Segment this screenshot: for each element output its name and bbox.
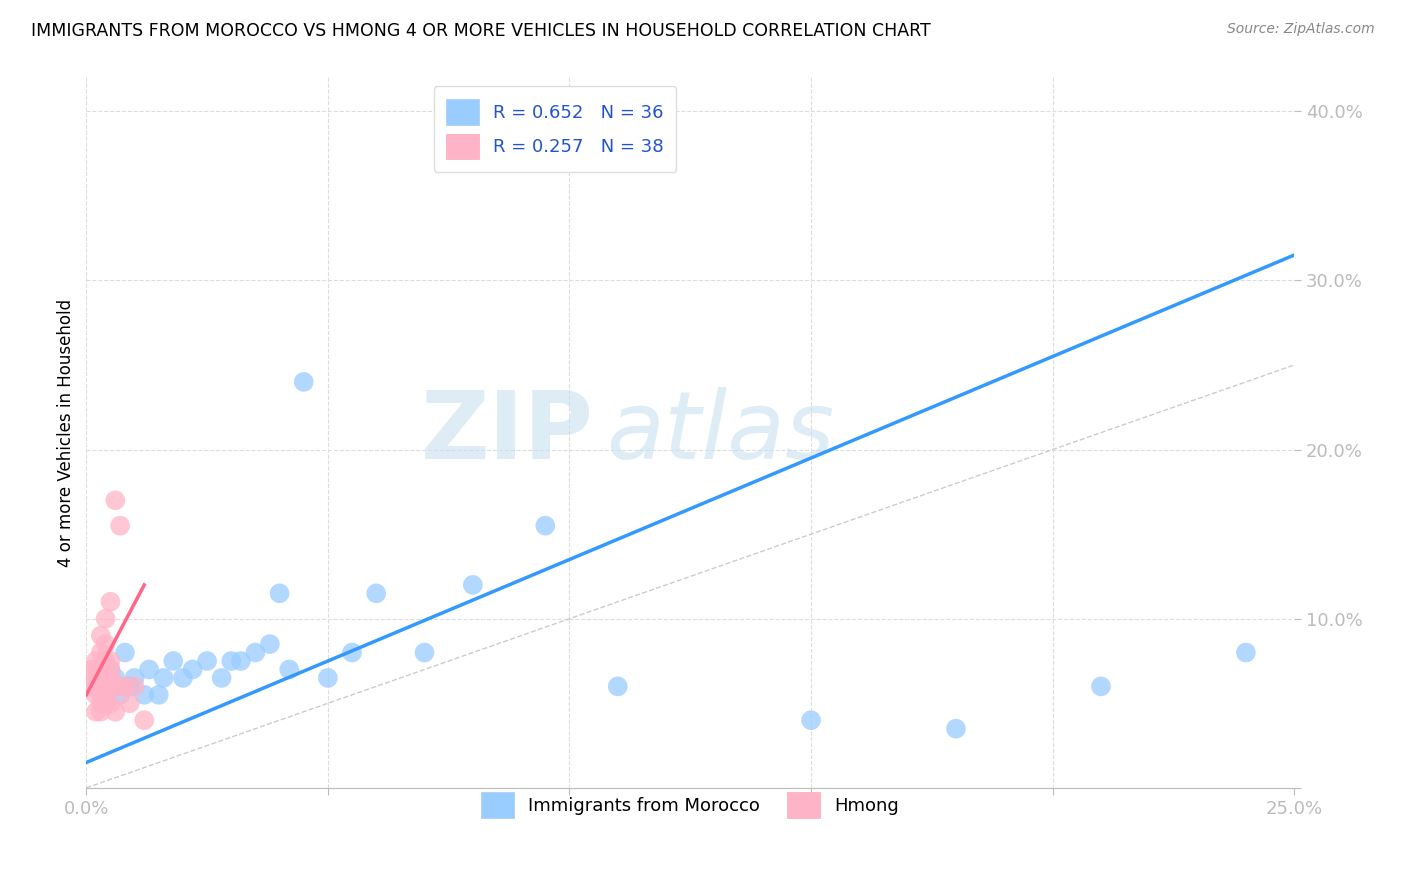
Text: Source: ZipAtlas.com: Source: ZipAtlas.com	[1227, 22, 1375, 37]
Point	[413, 646, 436, 660]
Point	[94, 663, 117, 677]
Point	[134, 713, 156, 727]
Point	[259, 637, 281, 651]
Point	[100, 696, 122, 710]
Point	[606, 679, 628, 693]
Point	[181, 663, 204, 677]
Point	[172, 671, 194, 685]
Point	[94, 637, 117, 651]
Point	[94, 679, 117, 693]
Point	[269, 586, 291, 600]
Point	[100, 671, 122, 685]
Point	[124, 671, 146, 685]
Point	[90, 679, 112, 693]
Text: IMMIGRANTS FROM MOROCCO VS HMONG 4 OR MORE VEHICLES IN HOUSEHOLD CORRELATION CHA: IMMIGRANTS FROM MOROCCO VS HMONG 4 OR MO…	[31, 22, 931, 40]
Point	[366, 586, 388, 600]
Point	[1090, 679, 1112, 693]
Point	[90, 671, 112, 685]
Point	[219, 654, 242, 668]
Point	[100, 679, 122, 693]
Point	[108, 518, 131, 533]
Point	[945, 722, 967, 736]
Point	[114, 679, 136, 693]
Point	[114, 646, 136, 660]
Point	[1234, 646, 1257, 660]
Point	[195, 654, 218, 668]
Point	[90, 688, 112, 702]
Point	[211, 671, 233, 685]
Point	[94, 654, 117, 668]
Point	[80, 679, 103, 693]
Point	[104, 493, 127, 508]
Y-axis label: 4 or more Vehicles in Household: 4 or more Vehicles in Household	[58, 299, 75, 566]
Point	[84, 663, 107, 677]
Point	[152, 671, 174, 685]
Point	[100, 654, 122, 668]
Text: atlas: atlas	[606, 387, 834, 478]
Point	[534, 518, 557, 533]
Point	[90, 629, 112, 643]
Point	[94, 612, 117, 626]
Point	[90, 663, 112, 677]
Point	[90, 696, 112, 710]
Point	[340, 646, 363, 660]
Point	[100, 663, 122, 677]
Point	[84, 679, 107, 693]
Point	[229, 654, 252, 668]
Point	[94, 671, 117, 685]
Point	[94, 688, 117, 702]
Point	[100, 595, 122, 609]
Point	[84, 654, 107, 668]
Point	[94, 688, 117, 702]
Point	[124, 679, 146, 693]
Point	[245, 646, 267, 660]
Point	[138, 663, 160, 677]
Point	[84, 688, 107, 702]
Point	[162, 654, 184, 668]
Point	[90, 646, 112, 660]
Point	[104, 705, 127, 719]
Point	[461, 578, 484, 592]
Point	[278, 663, 301, 677]
Point	[118, 679, 141, 693]
Point	[118, 696, 141, 710]
Point	[148, 688, 170, 702]
Point	[108, 679, 131, 693]
Text: ZIP: ZIP	[420, 386, 593, 479]
Point	[84, 705, 107, 719]
Point	[292, 375, 315, 389]
Point	[800, 713, 823, 727]
Point	[84, 671, 107, 685]
Point	[108, 688, 131, 702]
Point	[316, 671, 339, 685]
Point	[104, 679, 127, 693]
Point	[94, 696, 117, 710]
Point	[80, 663, 103, 677]
Point	[100, 663, 122, 677]
Point	[90, 705, 112, 719]
Legend: Immigrants from Morocco, Hmong: Immigrants from Morocco, Hmong	[474, 785, 907, 825]
Point	[104, 671, 127, 685]
Point	[90, 671, 112, 685]
Point	[134, 688, 156, 702]
